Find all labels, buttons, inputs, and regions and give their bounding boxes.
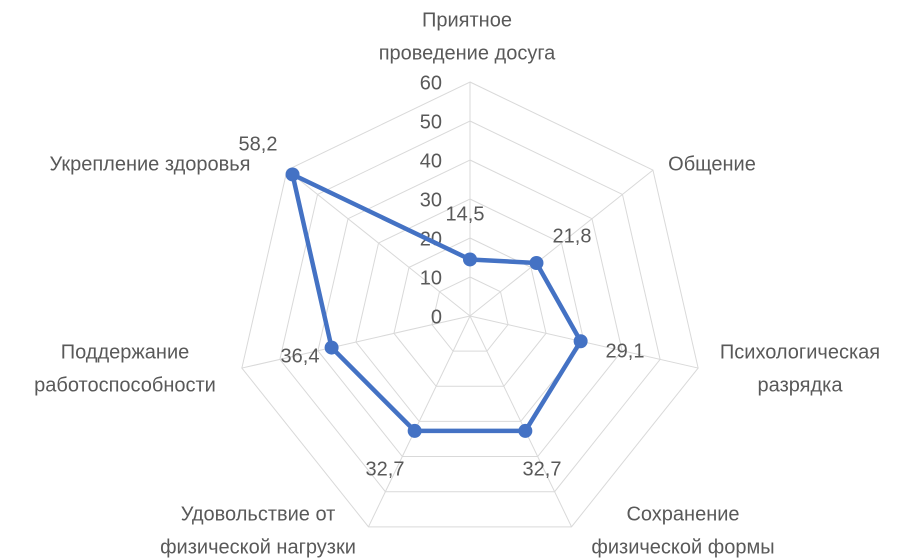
spoke — [469, 169, 654, 317]
spoke — [286, 169, 471, 317]
grid-line — [355, 198, 585, 422]
grid-line — [317, 159, 623, 458]
data-point — [518, 423, 533, 438]
category-label: Приятное проведение досуга — [379, 10, 556, 65]
tick-label: 50 — [420, 111, 442, 133]
category-label: Сохранение физической формы — [591, 504, 774, 559]
category-label: Укрепление здоровья — [50, 153, 251, 175]
data-label: 14,5 — [446, 203, 485, 225]
grid-line — [241, 81, 699, 528]
data-point — [285, 167, 300, 182]
spoke — [368, 315, 471, 528]
tick-label: 40 — [420, 150, 442, 172]
grid-line — [393, 237, 547, 387]
data-label: 29,1 — [606, 340, 645, 362]
category-label: Общение — [668, 153, 756, 175]
spoke — [469, 315, 572, 528]
data-label: 32,7 — [366, 458, 405, 480]
data-label: 21,8 — [553, 225, 592, 247]
tick-label: 60 — [420, 72, 442, 94]
grid-line — [431, 276, 509, 352]
spoke — [241, 315, 471, 369]
category-label: Психологическая разрядка — [720, 342, 880, 397]
data-point — [407, 423, 422, 438]
data-label: 36,4 — [281, 345, 320, 367]
category-label: Поддержание работоспособности — [34, 342, 216, 397]
tick-label: 10 — [420, 267, 442, 289]
series-line — [290, 172, 583, 434]
data-point — [573, 334, 588, 349]
tick-label: 30 — [420, 189, 442, 211]
data-point — [463, 252, 477, 267]
data-point — [529, 255, 544, 270]
tick-label: 0 — [431, 306, 442, 328]
grid-line — [279, 120, 661, 493]
data-point — [324, 340, 339, 355]
data-label: 58,2 — [239, 133, 278, 155]
category-label: Удовольствие от физической нагрузки — [160, 504, 356, 559]
data-label: 32,7 — [523, 458, 562, 480]
